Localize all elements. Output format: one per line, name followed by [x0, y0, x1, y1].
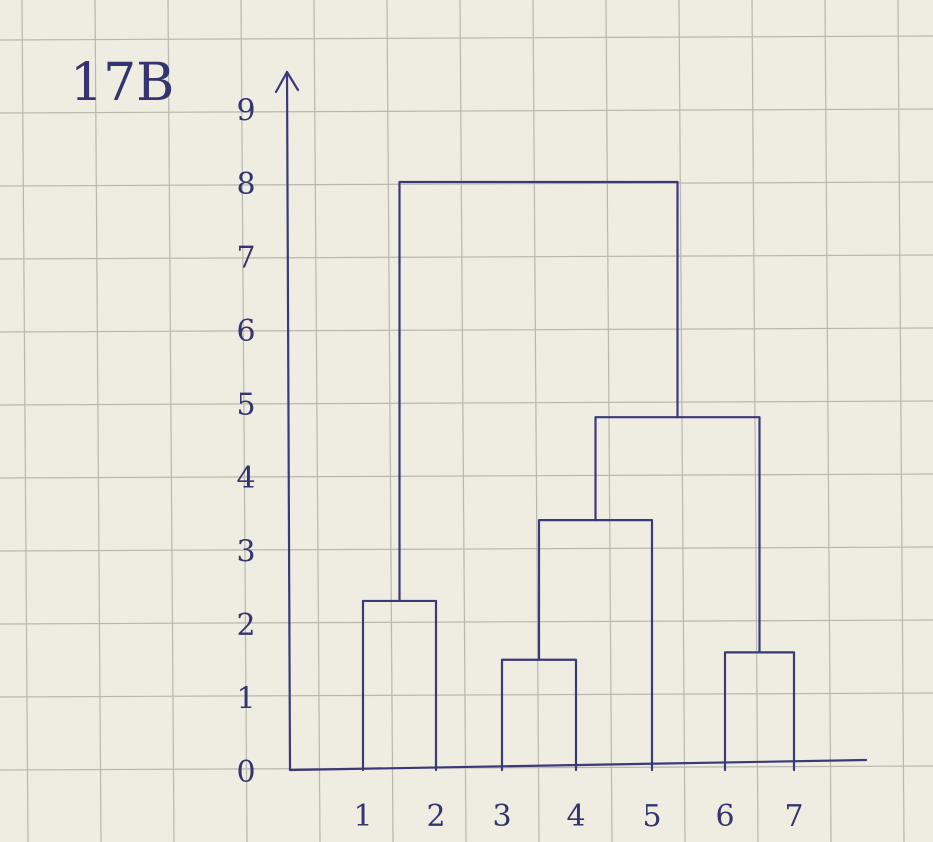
leaf-label-1: 1: [353, 799, 372, 834]
grid-line-v-12: [897, 0, 905, 842]
grid-line-h-9: [0, 692, 933, 698]
y-axis-arrow: [274, 70, 300, 94]
grid-line-v-3: [240, 0, 248, 842]
grid-line-v-5: [386, 0, 394, 842]
grid-line-h-0: [0, 35, 933, 41]
leaf-label-4: 4: [566, 799, 585, 834]
grid-line-h-7: [0, 546, 933, 552]
leaf-label-6: 6: [715, 799, 734, 834]
grid-line-v-9: [678, 0, 686, 842]
y-tick-label-3: 3: [236, 535, 255, 570]
grid-line-v-1: [94, 0, 102, 842]
y-tick-label-6: 6: [236, 314, 255, 349]
y-tick-label-0: 0: [236, 755, 255, 790]
leaf-label-7: 7: [784, 799, 803, 834]
grid-line-v-2: [167, 0, 175, 842]
grid-line-h-2: [0, 181, 933, 187]
grid-line-v-4: [313, 0, 321, 842]
y-tick-label-5: 5: [236, 388, 255, 423]
page-label: 17B: [70, 53, 174, 113]
y-tick-label-7: 7: [236, 241, 255, 276]
grid-line-v-11: [824, 0, 832, 842]
grid-line-h-6: [0, 473, 933, 479]
branch-mall: [398, 180, 679, 603]
leaf-label-2: 2: [426, 799, 445, 834]
grid-line-v-0: [21, 0, 29, 842]
y-tick-label-9: 9: [236, 94, 255, 129]
grid-line-h-8: [0, 619, 933, 625]
y-tick-label-1: 1: [236, 682, 255, 717]
grid-line-h-5: [0, 400, 933, 406]
x-axis-line: [288, 758, 868, 772]
grid-line-h-1: [0, 108, 933, 114]
leaf-labels: 1 2 3 4 5 6 7: [353, 799, 803, 834]
grid-line-v-10: [751, 0, 759, 842]
grid-line-v-6: [459, 0, 467, 842]
axes: [274, 70, 868, 772]
tick-labels: 0 1 2 3 4 5 6 7 8 9: [236, 94, 255, 791]
grid-line-h-3: [0, 254, 933, 260]
dendrogram-branches: [361, 180, 796, 772]
leaf-label-3: 3: [492, 799, 511, 834]
y-tick-label-4: 4: [236, 461, 255, 496]
grid-line-h-4: [0, 327, 933, 333]
y-axis-line: [285, 70, 292, 772]
grid-line-v-8: [605, 0, 613, 842]
leaf-label-5: 5: [642, 799, 661, 834]
y-tick-label-8: 8: [236, 167, 255, 202]
grid-line-v-7: [532, 0, 540, 842]
y-tick-label-2: 2: [236, 608, 255, 643]
